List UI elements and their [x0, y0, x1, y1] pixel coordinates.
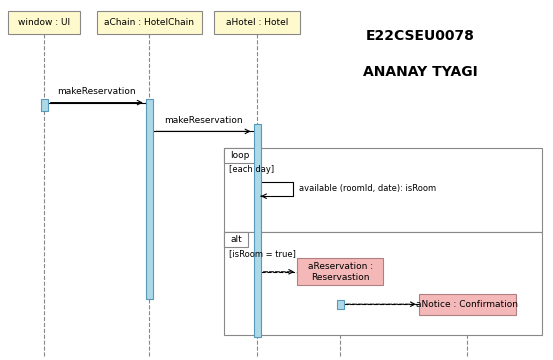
Text: aNotice : Confirmation: aNotice : Confirmation: [416, 300, 518, 309]
FancyBboxPatch shape: [146, 99, 153, 299]
FancyBboxPatch shape: [214, 11, 300, 34]
FancyBboxPatch shape: [253, 124, 261, 337]
FancyBboxPatch shape: [224, 232, 542, 335]
FancyBboxPatch shape: [298, 258, 383, 285]
Text: loop: loop: [230, 151, 249, 160]
Text: makeReservation: makeReservation: [58, 87, 136, 96]
Text: alt: alt: [230, 235, 242, 244]
Text: ANANAY TYAGI: ANANAY TYAGI: [363, 65, 478, 79]
FancyBboxPatch shape: [224, 148, 255, 163]
FancyBboxPatch shape: [41, 99, 48, 111]
FancyBboxPatch shape: [224, 148, 542, 232]
FancyBboxPatch shape: [419, 294, 515, 315]
FancyBboxPatch shape: [8, 11, 80, 34]
Text: makeReservation: makeReservation: [164, 116, 243, 125]
Text: window : UI: window : UI: [18, 18, 70, 27]
FancyBboxPatch shape: [336, 300, 344, 309]
Text: aChain : HotelChain: aChain : HotelChain: [105, 18, 194, 27]
Text: available (roomId, date): isRoom: available (roomId, date): isRoom: [299, 184, 436, 194]
Text: E22CSEU0078: E22CSEU0078: [366, 29, 474, 43]
Text: [isRoom = true]: [isRoom = true]: [229, 249, 296, 258]
Text: aReservation :
Reservastion: aReservation : Reservastion: [307, 262, 373, 282]
FancyBboxPatch shape: [224, 232, 248, 247]
FancyBboxPatch shape: [97, 11, 202, 34]
Text: [each day]: [each day]: [229, 165, 275, 174]
Text: aHotel : Hotel: aHotel : Hotel: [226, 18, 288, 27]
